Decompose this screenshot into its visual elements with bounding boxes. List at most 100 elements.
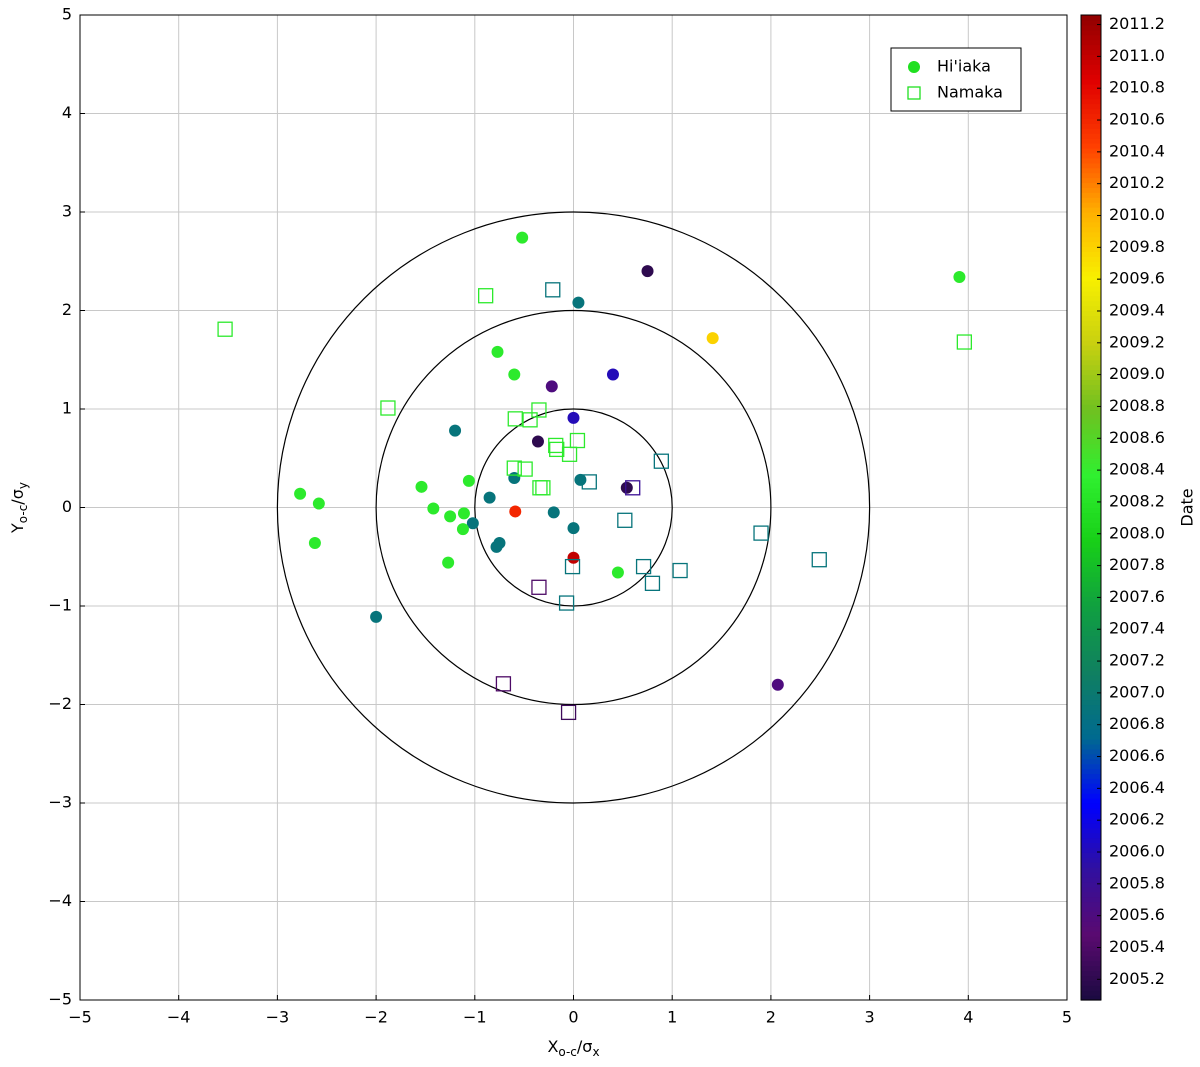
colorbar-slice <box>1081 576 1101 582</box>
colorbar-slice <box>1081 857 1101 863</box>
namaka-point <box>653 453 669 469</box>
y-tick-label: 3 <box>62 202 72 221</box>
colorbar-slice <box>1081 118 1101 124</box>
colorbar-slice <box>1081 591 1101 597</box>
colorbar-slice <box>1081 581 1101 587</box>
namaka-point <box>811 552 827 568</box>
colorbar-slice <box>1081 822 1101 829</box>
colorbar-slice <box>1081 793 1101 799</box>
colorbar-slice <box>1081 389 1101 395</box>
colorbar-slice <box>1081 448 1101 454</box>
hiiaka-point <box>620 481 633 494</box>
colorbar-slice <box>1081 320 1101 326</box>
colorbar-slice <box>1081 93 1101 100</box>
colorbar-slice <box>1081 152 1101 159</box>
x-tick-label: −5 <box>68 1008 92 1027</box>
colorbar-slice <box>1081 596 1101 602</box>
colorbar-slice <box>1081 384 1101 390</box>
colorbar-slice <box>1081 763 1101 770</box>
colorbar-slice <box>1081 295 1101 302</box>
colorbar-slice <box>1081 83 1101 90</box>
colorbar-slice <box>1081 832 1101 839</box>
xlabel-part: x <box>592 1045 599 1059</box>
colorbar-tick-label: 2010.6 <box>1109 110 1165 129</box>
colorbar-slice <box>1081 79 1101 85</box>
colorbar-tick-label: 2006.2 <box>1109 810 1165 829</box>
colorbar-slice <box>1081 586 1101 592</box>
ylabel-part: o-c <box>16 505 30 524</box>
xlabel-part: X <box>547 1037 558 1056</box>
colorbar-slice <box>1081 202 1101 208</box>
colorbar-slice <box>1081 123 1101 129</box>
colorbar-slice <box>1081 778 1101 784</box>
y-tick-label: 4 <box>62 103 72 122</box>
colorbar-tick-label: 2008.8 <box>1109 396 1165 415</box>
colorbar-slice <box>1081 645 1101 651</box>
colorbar-slice <box>1081 251 1101 257</box>
colorbar-slice <box>1081 556 1101 563</box>
colorbar-tick-label: 2010.4 <box>1109 141 1165 160</box>
colorbar-slice <box>1081 862 1101 868</box>
colorbar-slice <box>1081 59 1101 65</box>
colorbar-slice <box>1081 615 1101 622</box>
colorbar-slice <box>1081 871 1101 878</box>
colorbar-slice <box>1081 719 1101 725</box>
colorbar-slice <box>1081 418 1101 425</box>
colorbar-tick-label: 2006.8 <box>1109 714 1165 733</box>
colorbar-slice <box>1081 876 1101 883</box>
hiiaka-point <box>531 435 544 448</box>
colorbar-slice <box>1081 507 1101 514</box>
colorbar-tick-label: 2009.6 <box>1109 269 1165 288</box>
x-tick-label: 0 <box>568 1008 578 1027</box>
ylabel-part: y <box>16 482 30 489</box>
hiiaka-point <box>574 473 587 486</box>
colorbar-slice <box>1081 15 1101 21</box>
colorbar-slice <box>1081 443 1101 449</box>
colorbar-slice <box>1081 276 1101 282</box>
colorbar-slice <box>1081 477 1101 484</box>
colorbar-tick-label: 2007.6 <box>1109 587 1165 606</box>
x-tick-label: −1 <box>463 1008 487 1027</box>
namaka-point <box>635 558 652 575</box>
x-tick-label: −2 <box>364 1008 388 1027</box>
colorbar-slice <box>1081 24 1101 31</box>
colorbar-slice <box>1081 246 1101 252</box>
colorbar-slice <box>1081 413 1101 420</box>
colorbar-slice <box>1081 212 1101 218</box>
hiiaka-point <box>444 510 457 523</box>
hiiaka-point <box>606 368 619 381</box>
colorbar-slice <box>1081 404 1101 410</box>
colorbar-slice <box>1081 34 1101 41</box>
hiiaka-point <box>483 491 496 504</box>
namaka-point <box>517 461 533 477</box>
colorbar-slice <box>1081 364 1101 371</box>
colorbar-slice <box>1081 512 1101 518</box>
colorbar-slice <box>1081 610 1101 617</box>
hiiaka-point <box>567 411 580 424</box>
colorbar-slice <box>1081 128 1101 134</box>
y-tick-label: 0 <box>62 497 72 516</box>
hiiaka-point <box>516 231 529 244</box>
x-tick-label: −3 <box>266 1008 290 1027</box>
colorbar-slice <box>1081 433 1101 440</box>
colorbar-tick-label: 2011.0 <box>1109 46 1165 65</box>
namaka-point <box>644 575 661 591</box>
legend-label: Namaka <box>937 83 1003 102</box>
hiiaka-point <box>427 502 440 515</box>
colorbar-slice <box>1081 438 1101 445</box>
colorbar-slice <box>1081 537 1101 543</box>
colorbar-slice <box>1081 679 1101 686</box>
namaka-point <box>506 460 522 476</box>
hiiaka-point <box>706 332 719 345</box>
colorbar-slice <box>1081 847 1101 853</box>
colorbar-slice <box>1081 566 1101 573</box>
plot-frame <box>79 14 1068 1001</box>
colorbar-slice <box>1081 891 1101 898</box>
y-tick-label: −1 <box>48 596 72 615</box>
colorbar-slice <box>1081 665 1101 671</box>
namaka-point <box>617 512 633 528</box>
namaka-point <box>560 704 577 721</box>
colorbar-slice <box>1081 64 1101 70</box>
